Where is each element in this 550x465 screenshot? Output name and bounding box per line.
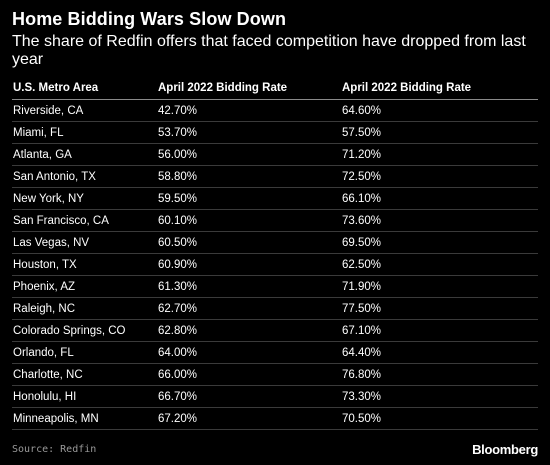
- cell-rate-a: 56.00%: [158, 143, 342, 166]
- table-row: Honolulu, HI 66.70% 73.30%: [12, 385, 538, 408]
- table-row: Atlanta, GA 56.00% 71.20%: [12, 143, 538, 166]
- table-row: Phoenix, AZ 61.30% 71.90%: [12, 275, 538, 298]
- table-header-row: U.S. Metro Area April 2022 Bidding Rate …: [12, 77, 538, 100]
- table-row: Houston, TX 60.90% 62.50%: [12, 253, 538, 276]
- table-row: New York, NY 59.50% 66.10%: [12, 187, 538, 210]
- column-header-rate-a: April 2022 Bidding Rate: [158, 77, 342, 100]
- cell-rate-b: 71.20%: [342, 143, 538, 166]
- source-note: Source: Redfin: [12, 444, 97, 455]
- cell-rate-b: 69.50%: [342, 231, 538, 254]
- table-row: Colorado Springs, CO 62.80% 67.10%: [12, 319, 538, 342]
- cell-rate-a: 62.70%: [158, 297, 342, 320]
- cell-metro-area: Colorado Springs, CO: [12, 319, 158, 342]
- cell-rate-b: 64.60%: [342, 99, 538, 122]
- column-header-rate-b: April 2022 Bidding Rate: [342, 77, 538, 100]
- cell-metro-area: Phoenix, AZ: [12, 275, 158, 298]
- cell-rate-b: 77.50%: [342, 297, 538, 320]
- chart-title: Home Bidding Wars Slow Down: [12, 9, 287, 29]
- table-row: Minneapolis, MN 67.20% 70.50%: [12, 407, 538, 430]
- table-row: San Francisco, CA 60.10% 73.60%: [12, 209, 538, 232]
- cell-metro-area: Miami, FL: [12, 121, 158, 144]
- cell-rate-a: 60.10%: [158, 209, 342, 232]
- cell-metro-area: Houston, TX: [12, 253, 158, 276]
- bloomberg-logo: Bloomberg: [472, 442, 538, 457]
- table-row: Orlando, FL 64.00% 64.40%: [12, 341, 538, 364]
- column-header-metro: U.S. Metro Area: [12, 77, 158, 100]
- cell-rate-a: 62.80%: [158, 319, 342, 342]
- cell-rate-b: 64.40%: [342, 341, 538, 364]
- cell-rate-a: 66.70%: [158, 385, 342, 408]
- table-body: Riverside, CA 42.70% 64.60% Miami, FL 53.70%…: [12, 99, 538, 430]
- cell-rate-a: 60.90%: [158, 253, 342, 276]
- table-row: Las Vegas, NV 60.50% 69.50%: [12, 231, 538, 254]
- chart-subtitle: The share of Redfin offers that faced co…: [12, 33, 526, 68]
- cell-rate-b: 73.30%: [342, 385, 538, 408]
- cell-rate-a: 64.00%: [158, 341, 342, 364]
- cell-rate-b: 66.10%: [342, 187, 538, 210]
- table-row: Miami, FL 53.70% 57.50%: [12, 121, 538, 144]
- cell-rate-b: 76.80%: [342, 363, 538, 386]
- cell-metro-area: Las Vegas, NV: [12, 231, 158, 254]
- cell-rate-a: 66.00%: [158, 363, 342, 386]
- cell-rate-b: 70.50%: [342, 407, 538, 430]
- cell-rate-b: 71.90%: [342, 275, 538, 298]
- cell-rate-a: 67.20%: [158, 407, 342, 430]
- cell-metro-area: Riverside, CA: [12, 99, 158, 122]
- cell-metro-area: San Antonio, TX: [12, 165, 158, 188]
- cell-rate-a: 59.50%: [158, 187, 342, 210]
- cell-metro-area: Charlotte, NC: [12, 363, 158, 386]
- cell-metro-area: Orlando, FL: [12, 341, 158, 364]
- cell-rate-a: 42.70%: [158, 99, 342, 122]
- bidding-rate-table: U.S. Metro Area April 2022 Bidding Rate …: [12, 77, 538, 430]
- table-row: Raleigh, NC 62.70% 77.50%: [12, 297, 538, 320]
- cell-metro-area: Atlanta, GA: [12, 143, 158, 166]
- cell-rate-a: 60.50%: [158, 231, 342, 254]
- table-row: Riverside, CA 42.70% 64.60%: [12, 99, 538, 122]
- cell-rate-b: 67.10%: [342, 319, 538, 342]
- cell-rate-b: 57.50%: [342, 121, 538, 144]
- cell-rate-a: 53.70%: [158, 121, 342, 144]
- cell-metro-area: San Francisco, CA: [12, 209, 158, 232]
- cell-rate-a: 58.80%: [158, 165, 342, 188]
- table-row: Charlotte, NC 66.00% 76.80%: [12, 363, 538, 386]
- cell-metro-area: Raleigh, NC: [12, 297, 158, 320]
- cell-rate-b: 62.50%: [342, 253, 538, 276]
- cell-rate-b: 72.50%: [342, 165, 538, 188]
- cell-metro-area: Honolulu, HI: [12, 385, 158, 408]
- cell-rate-a: 61.30%: [158, 275, 342, 298]
- cell-metro-area: New York, NY: [12, 187, 158, 210]
- table-row: San Antonio, TX 58.80% 72.50%: [12, 165, 538, 188]
- cell-rate-b: 73.60%: [342, 209, 538, 232]
- cell-metro-area: Minneapolis, MN: [12, 407, 158, 430]
